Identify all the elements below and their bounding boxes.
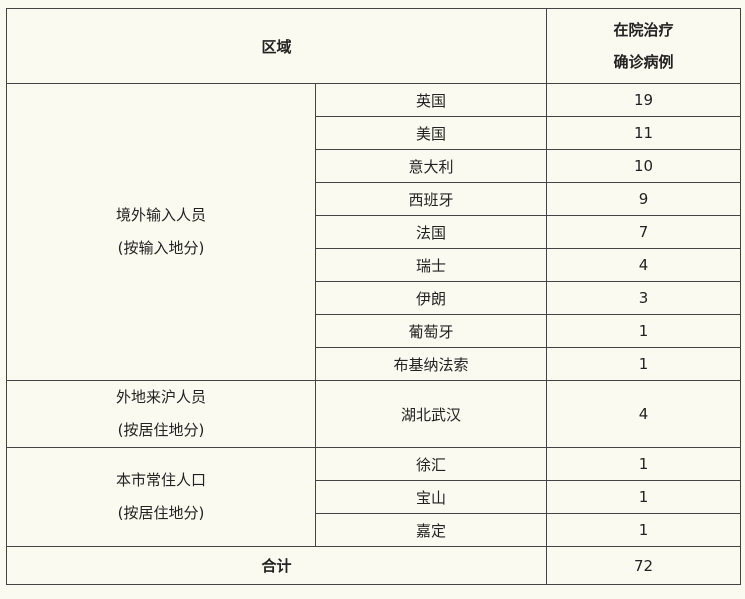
group-label-line1: 外地来沪人员 xyxy=(115,388,206,406)
table-row: 嘉定 1 xyxy=(7,513,741,547)
table-row: 外地来沪人员 (按居住地分) 湖北武汉 4 xyxy=(6,380,741,448)
group-label: 外地来沪人员 (按居住地分) xyxy=(6,380,316,448)
group-label: 境外输入人员 (按输入地分) xyxy=(6,83,316,381)
count-cell: 10 xyxy=(546,149,741,183)
count-cell: 3 xyxy=(546,281,741,315)
place-cell: 美国 xyxy=(315,116,547,150)
total-count: 72 xyxy=(546,546,741,585)
table-row: 境外输入人员 (按输入地分) 英国 19 xyxy=(6,83,741,381)
count-cell: 4 xyxy=(546,248,741,282)
count-cell: 1 xyxy=(546,513,741,547)
table-row: 本市常住人口 (按居住地分) 徐汇 1 xyxy=(6,447,741,547)
cases-table: 区域 在院治疗 确诊病例 境外输入人员 (按输入地分) 英国 19 美国 11 意大利 10 西… xyxy=(6,8,741,585)
place-cell: 伊朗 xyxy=(315,281,547,315)
table-row: 法国 7 xyxy=(7,215,741,249)
table-row: 瑞士 4 xyxy=(7,248,741,282)
count-header-line1: 在院治疗 xyxy=(613,21,674,39)
region-header: 区域 xyxy=(6,8,547,84)
table-row: 葡萄牙 1 xyxy=(7,314,741,348)
place-cell: 葡萄牙 xyxy=(315,314,547,348)
count-header: 在院治疗 确诊病例 xyxy=(546,8,741,84)
place-cell: 宝山 xyxy=(315,480,547,514)
table-row: 意大利 10 xyxy=(7,149,741,183)
place-cell: 嘉定 xyxy=(315,513,547,547)
count-cell: 11 xyxy=(546,116,741,150)
count-header-line2: 确诊病例 xyxy=(613,53,674,71)
group-label-line1: 本市常住人口 xyxy=(115,471,206,489)
place-cell: 英国 xyxy=(315,83,547,117)
group-label-line2: (按输入地分) xyxy=(117,239,205,257)
count-cell: 1 xyxy=(546,447,741,481)
count-cell: 1 xyxy=(546,314,741,348)
place-cell: 瑞士 xyxy=(315,248,547,282)
count-cell: 1 xyxy=(546,347,741,381)
count-cell: 7 xyxy=(546,215,741,249)
group-label: 本市常住人口 (按居住地分) xyxy=(6,447,316,547)
place-cell: 湖北武汉 xyxy=(315,380,547,448)
place-cell: 徐汇 xyxy=(315,447,547,481)
group-label-line1: 境外输入人员 xyxy=(115,206,206,224)
table-row: 美国 11 xyxy=(7,116,741,150)
table-row: 伊朗 3 xyxy=(7,281,741,315)
place-cell: 西班牙 xyxy=(315,182,547,216)
header-row: 区域 在院治疗 确诊病例 xyxy=(6,8,741,84)
place-cell: 法国 xyxy=(315,215,547,249)
count-cell: 1 xyxy=(546,480,741,514)
place-cell: 意大利 xyxy=(315,149,547,183)
group-label-line2: (按居住地分) xyxy=(117,421,205,439)
total-label: 合计 xyxy=(6,546,547,585)
total-row: 合计 72 xyxy=(6,546,741,585)
count-cell: 4 xyxy=(546,380,741,448)
count-cell: 19 xyxy=(546,83,741,117)
place-cell: 布基纳法索 xyxy=(315,347,547,381)
count-cell: 9 xyxy=(546,182,741,216)
table-row: 西班牙 9 xyxy=(7,182,741,216)
group-label-line2: (按居住地分) xyxy=(117,504,205,522)
